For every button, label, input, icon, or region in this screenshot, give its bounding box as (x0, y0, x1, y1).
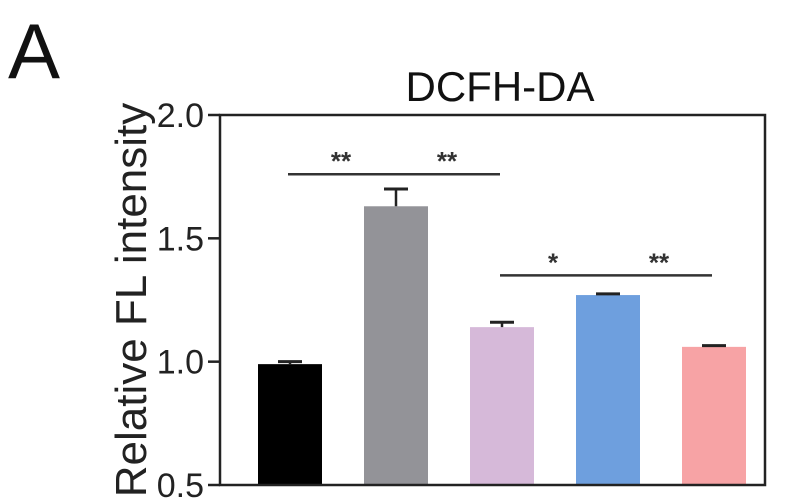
y-tick-label: 0.5 (157, 467, 204, 504)
bar-4 (576, 295, 640, 485)
y-tick-label: 1.5 (157, 220, 204, 258)
significance-label-3: * (548, 247, 559, 277)
bar-5 (682, 346, 746, 485)
significance-label-2: ** (437, 146, 458, 176)
plot-frame (218, 113, 767, 487)
bar-1 (258, 364, 322, 485)
bars-group (258, 206, 746, 485)
y-tick-label: 2.0 (157, 97, 204, 135)
y-axis-ticks: 0.5 1.0 1.5 2.0 (157, 97, 220, 504)
chart-title: DCFH-DA (406, 63, 595, 110)
significance-group: ** *** ** (288, 146, 712, 277)
significance-label-1: ** (331, 146, 352, 176)
bar-2 (364, 206, 428, 485)
panel-letter: A (8, 7, 60, 95)
bar-3 (470, 327, 534, 485)
error-bars-group (278, 187, 726, 365)
y-tick-label: 1.0 (157, 344, 204, 382)
y-axis-label: Relative FL intensity (107, 103, 156, 498)
significance-label-4: ** (649, 247, 670, 277)
